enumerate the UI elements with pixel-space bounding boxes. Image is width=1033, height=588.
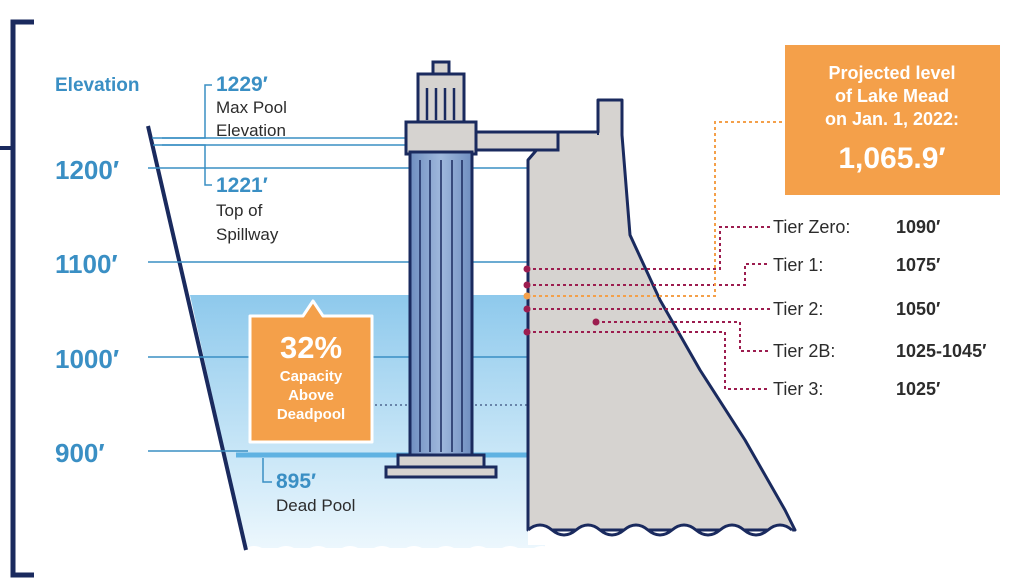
tier-3-value: 1025′: [896, 379, 940, 399]
dead-pool-leader: [262, 458, 272, 483]
intake-tower: [384, 60, 498, 479]
spillway-value: 1221′: [216, 174, 268, 197]
tier-zero-value: 1090′: [896, 217, 940, 237]
walkway-bridge: [466, 130, 560, 152]
tier-markers: [523, 265, 600, 336]
tier-2-value: 1050′: [896, 299, 940, 319]
tier-connectors: [527, 121, 785, 390]
tier-2b-name: Tier 2B:: [773, 341, 835, 361]
tier-1-name: Tier 1:: [773, 255, 823, 275]
tier-3-name: Tier 3:: [773, 379, 823, 399]
canyon-wall: [146, 125, 248, 551]
capacity-text-2: Above: [288, 387, 334, 404]
tick-label-1000: 1000′: [55, 344, 119, 374]
capacity-callout: [248, 299, 374, 444]
projection-value: 1,065.9′: [838, 142, 945, 175]
max-pool-value: 1229′: [216, 73, 268, 96]
tick-label-1200: 1200′: [55, 155, 119, 185]
max-pool-leader: [162, 84, 212, 139]
capacity-percent: 32%: [280, 330, 342, 365]
tick-label-1100: 1100′: [55, 249, 118, 279]
projection-text-2: of Lake Mead: [835, 86, 949, 106]
spillway-leader: [162, 144, 212, 186]
tick-label-900: 900′: [55, 438, 105, 468]
projection-text-3: on Jan. 1, 2022:: [825, 109, 959, 129]
water-bottom-wave: [246, 546, 550, 560]
tier-2-name: Tier 2:: [773, 299, 823, 319]
dead-pool-text: Dead Pool: [276, 496, 355, 515]
axis-title: Elevation: [55, 75, 139, 96]
max-pool-text-1: Max Pool: [216, 98, 287, 117]
capacity-text-1: Capacity: [280, 368, 343, 385]
capacity-text-3: Deadpool: [277, 406, 345, 423]
tier-2b-value: 1025-1045′: [896, 341, 986, 361]
spillway-text-1: Top of: [216, 201, 263, 220]
dam-body: [526, 98, 797, 532]
projection-text-1: Projected level: [828, 63, 955, 83]
tier-1-value: 1075′: [896, 255, 940, 275]
projection-box: [785, 45, 1000, 195]
dead-pool-value: 895′: [276, 470, 316, 493]
max-pool-text-2: Elevation: [216, 121, 286, 140]
spillway-text-2: Spillway: [216, 225, 279, 244]
dam-base-outline: [527, 523, 793, 537]
left-bracket: [10, 19, 34, 578]
tier-zero-name: Tier Zero:: [773, 217, 850, 237]
